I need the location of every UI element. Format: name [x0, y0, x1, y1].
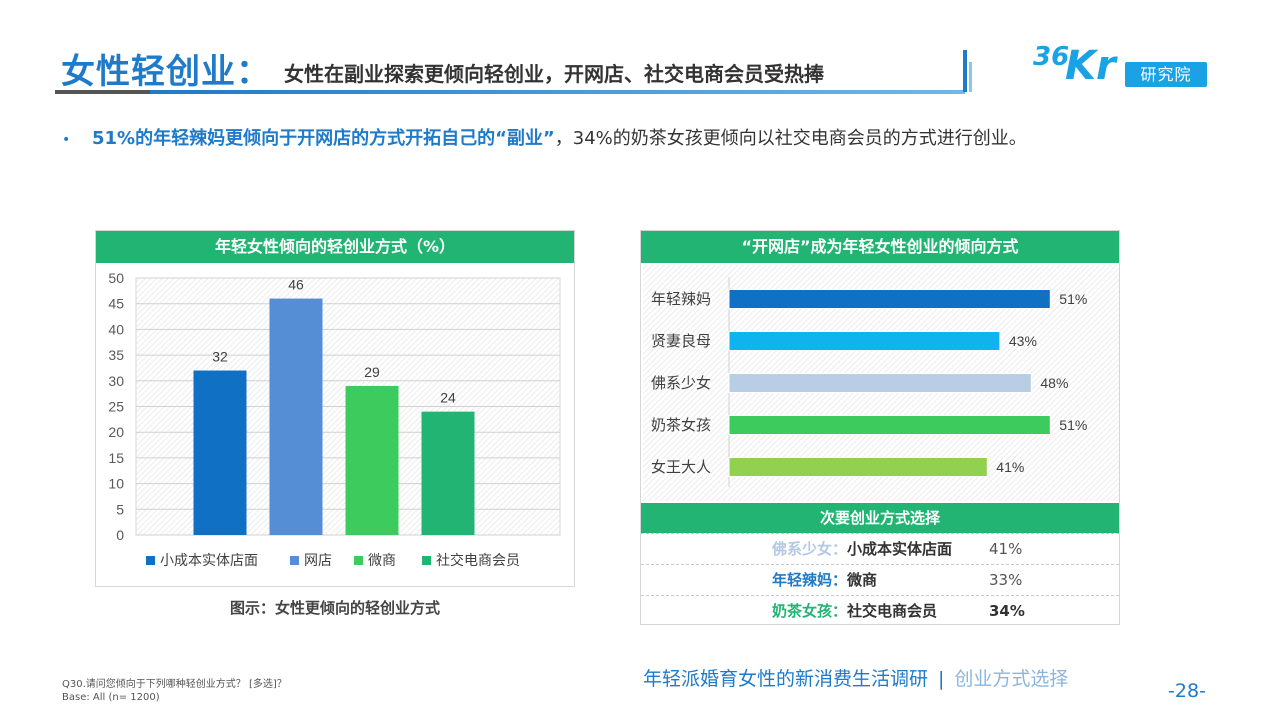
- logo-number: 36: [1033, 42, 1070, 72]
- data-label: 43%: [1009, 333, 1037, 349]
- 36kr-research-logo: 36 Kr 研究院: [1033, 40, 1213, 90]
- right-chart-header: “开网店”成为年轻女性创业的倾向方式: [641, 231, 1119, 263]
- legend-swatch: [146, 556, 155, 565]
- logo-research-box: 研究院: [1125, 62, 1207, 87]
- legend-label: 社交电商会员: [436, 552, 520, 569]
- footer-separator: |: [938, 668, 945, 690]
- method-percent: 41%: [989, 540, 1023, 558]
- data-label: 48%: [1040, 375, 1068, 391]
- category-label: 贤妻良母: [651, 332, 711, 350]
- category-label: 佛系少女: [651, 374, 711, 392]
- bar-奶茶女孩: [728, 415, 1051, 435]
- summary-bullet: • 51%的年轻辣妈更倾向于开网店的方式开拓自己的“副业”，34%的奶茶女孩更倾向…: [62, 124, 1027, 150]
- footnote-question: Q30.请问您倾向于下列哪种轻创业方式？ [多选]？: [62, 679, 287, 690]
- bar-贤妻良母: [728, 331, 1001, 351]
- y-tick-label: 0: [116, 527, 124, 543]
- bar-小成本实体店面: [193, 370, 247, 535]
- method-percent: 33%: [989, 571, 1023, 589]
- bar-女王大人: [728, 457, 988, 477]
- title-accent-bar: [963, 50, 967, 92]
- logo-kr: Kr: [1065, 43, 1116, 89]
- y-tick-label: 20: [108, 424, 124, 440]
- footer-report-name: 年轻派婚育女性的新消费生活调研: [643, 668, 929, 690]
- title-underline-gray: [55, 90, 150, 94]
- data-label: 29: [364, 364, 380, 380]
- bar-年轻辣妈: [728, 289, 1051, 309]
- secondary-method-row: 佛系少女： 小成本实体店面 41%: [641, 533, 1119, 563]
- bullet-highlight: 51%的年轻辣妈更倾向于开网店的方式开拓自己的“副业”: [92, 128, 555, 149]
- y-tick-label: 25: [108, 399, 124, 415]
- secondary-method-row: 年轻辣妈： 微商 33%: [641, 564, 1119, 594]
- method-name: 小成本实体店面: [847, 540, 953, 558]
- data-label: 24: [440, 390, 456, 406]
- left-chart-header: 年轻女性倾向的轻创业方式（%）: [96, 231, 574, 263]
- secondary-method-header: 次要创业方式选择: [641, 503, 1119, 533]
- method-name: 社交电商会员: [847, 602, 938, 620]
- bar-网店: [269, 298, 323, 535]
- left-chart-caption: 图示：女性更倾向的轻创业方式: [229, 599, 440, 617]
- title-underline-blue: [150, 90, 965, 94]
- segment-name: 佛系少女：: [771, 540, 847, 558]
- legend-label: 网店: [304, 553, 332, 569]
- bar-微商: [345, 385, 399, 535]
- data-label: 51%: [1059, 291, 1087, 307]
- y-tick-label: 50: [108, 270, 124, 286]
- page-subtitle: 女性在副业探索更倾向轻创业，开网店、社交电商会员受热捧: [284, 62, 824, 86]
- legend-label: 微商: [368, 553, 396, 569]
- y-tick-label: 15: [108, 450, 124, 466]
- footer-section-name: 创业方式选择: [954, 668, 1069, 690]
- category-label: 年轻辣妈: [651, 290, 711, 308]
- data-label: 32: [212, 349, 228, 365]
- y-tick-label: 30: [108, 373, 124, 389]
- legend-label: 小成本实体店面: [160, 553, 258, 569]
- data-label: 51%: [1059, 417, 1087, 433]
- right-bar-chart: 年轻辣妈 51% 贤妻良母 43% 佛系少女 48% 奶茶女孩 51% 女王大人 41%: [643, 265, 1119, 501]
- left-bar-chart: 0 5 10 15 20 25 30 35 40 45 50 32 46 29 24 小成本实体店面 网店 微商 社…: [108, 270, 561, 569]
- y-tick-label: 35: [108, 347, 124, 363]
- y-tick-label: 10: [108, 476, 124, 492]
- bullet-rest: ，34%的奶茶女孩更倾向以社交电商会员的方式进行创业。: [554, 128, 1027, 149]
- title-accent-bar-light: [969, 62, 972, 92]
- bar-佛系少女: [728, 373, 1032, 393]
- segment-name: 年轻辣妈：: [771, 571, 847, 589]
- bar-社交电商会员: [421, 411, 475, 535]
- footnote-base: Base: All (n= 1200): [62, 692, 160, 703]
- page-number: -28-: [1168, 680, 1206, 702]
- secondary-method-row: 奶茶女孩： 社交电商会员 34%: [641, 595, 1119, 625]
- category-label: 女王大人: [651, 458, 711, 476]
- data-label: 41%: [996, 459, 1024, 475]
- legend-swatch: [422, 556, 431, 565]
- left-chart-panel: 0 5 10 15 20 25 30 35 40 45 50 32 46 29 24 小成本实体店面 网店 微商 社…: [95, 230, 575, 587]
- segment-name: 奶茶女孩：: [771, 602, 847, 620]
- data-label: 46: [288, 277, 304, 293]
- category-label: 奶茶女孩: [651, 416, 711, 434]
- y-tick-label: 5: [116, 501, 124, 517]
- y-tick-label: 40: [108, 321, 124, 337]
- footnote: Q30.请问您倾向于下列哪种轻创业方式？ [多选]？ Base: All (n=…: [62, 678, 287, 704]
- page-title: 女性轻创业：: [61, 52, 271, 92]
- method-name: 微商: [847, 571, 878, 589]
- bullet-marker: •: [62, 132, 71, 148]
- title-block: 女性轻创业： 女性在副业探索更倾向轻创业，开网店、社交电商会员受热捧: [55, 40, 972, 96]
- method-percent: 34%: [989, 602, 1025, 620]
- y-tick-label: 45: [108, 296, 124, 312]
- footer-report-title: 年轻派婚育女性的新消费生活调研 | 创业方式选择: [643, 664, 1068, 691]
- right-chart-panel: 年轻辣妈 51% 贤妻良母 43% 佛系少女 48% 奶茶女孩 51% 女王大人 41% “开网店…: [640, 230, 1120, 625]
- legend-swatch: [354, 556, 363, 565]
- legend-swatch: [290, 556, 299, 565]
